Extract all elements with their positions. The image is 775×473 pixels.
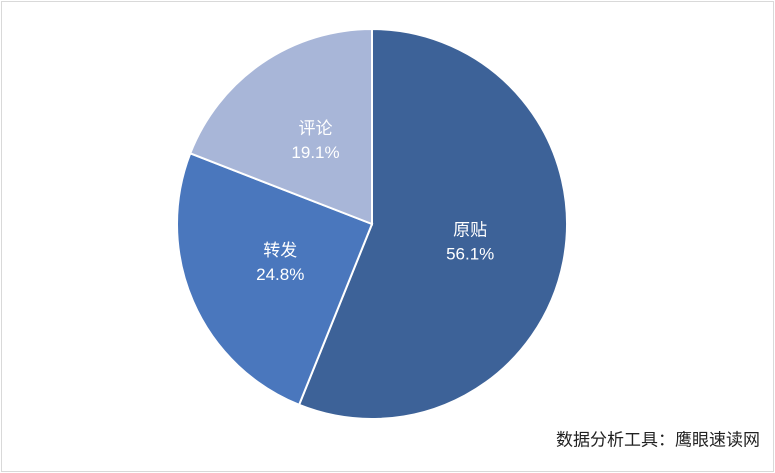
slice-value: 56.1%: [446, 245, 494, 264]
pie-slice: [188, 27, 373, 226]
pie-slice: [297, 27, 568, 420]
pie-slice: [176, 152, 374, 407]
slice-value: 19.1%: [291, 143, 339, 162]
source-note: 数据分析工具：鹰眼速读网: [556, 430, 760, 449]
slice-name: 转发: [263, 241, 297, 260]
slice-name: 评论: [299, 119, 333, 138]
slice-value: 24.8%: [256, 265, 304, 284]
slice-name: 原贴: [453, 221, 487, 240]
pie: 原贴 56.1% 转发 24.8% 评论 19.1%: [176, 27, 568, 420]
